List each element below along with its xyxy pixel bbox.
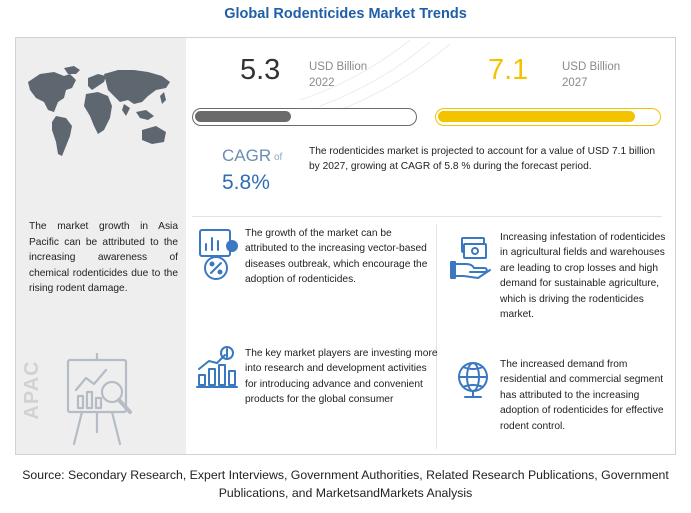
region-label: APAC bbox=[20, 360, 43, 420]
market-bar-2022 bbox=[192, 108, 417, 126]
source-note: Source: Secondary Research, Expert Inter… bbox=[22, 468, 669, 500]
money-hand-icon bbox=[450, 237, 491, 279]
driver-text-demand: The increased demand from residential an… bbox=[500, 359, 664, 432]
unit-label-2027: USD Billion bbox=[562, 61, 621, 73]
globe-icon bbox=[458, 362, 488, 398]
driver-text-diseases: The growth of the market can be attribut… bbox=[245, 228, 428, 286]
market-bar-2027 bbox=[435, 108, 661, 126]
cagr-of-label: of bbox=[274, 152, 283, 163]
growth-chart-icon bbox=[196, 346, 238, 388]
year-label-2022: 2022 bbox=[309, 77, 335, 89]
region-insight-text: The market growth in Asia Pacific can be… bbox=[29, 221, 178, 295]
market-value-2022: 5.3 bbox=[240, 54, 281, 86]
year-label-2027: 2027 bbox=[562, 77, 588, 89]
market-unit-2022: USD Billion 2022 bbox=[309, 59, 367, 91]
world-map-icon bbox=[28, 66, 170, 156]
unit-label-2022: USD Billion bbox=[309, 61, 368, 73]
driver-text-infestation: Increasing infestation of rodenticides i… bbox=[500, 232, 666, 321]
cagr-value: 5.8% bbox=[222, 171, 270, 194]
market-unit-2027: USD Billion 2027 bbox=[562, 59, 620, 91]
divider-vertical bbox=[436, 224, 437, 449]
driver-text-rnd: The key market players are investing mor… bbox=[245, 348, 438, 406]
market-value-2027: 7.1 bbox=[488, 54, 529, 86]
divider-horizontal bbox=[192, 216, 662, 217]
projection-text: The rodenticides market is projected to … bbox=[309, 146, 655, 173]
decorative-lines bbox=[300, 40, 451, 110]
cagr-label: CAGR bbox=[222, 146, 272, 165]
market-bar-2022-fill bbox=[195, 111, 291, 122]
analysis-easel-icon bbox=[66, 352, 132, 446]
page-title: Global Rodenticides Market Trends bbox=[224, 6, 467, 22]
disease-analysis-icon bbox=[199, 229, 238, 280]
infographic-frame bbox=[15, 37, 676, 455]
market-bar-2027-fill bbox=[438, 111, 635, 122]
